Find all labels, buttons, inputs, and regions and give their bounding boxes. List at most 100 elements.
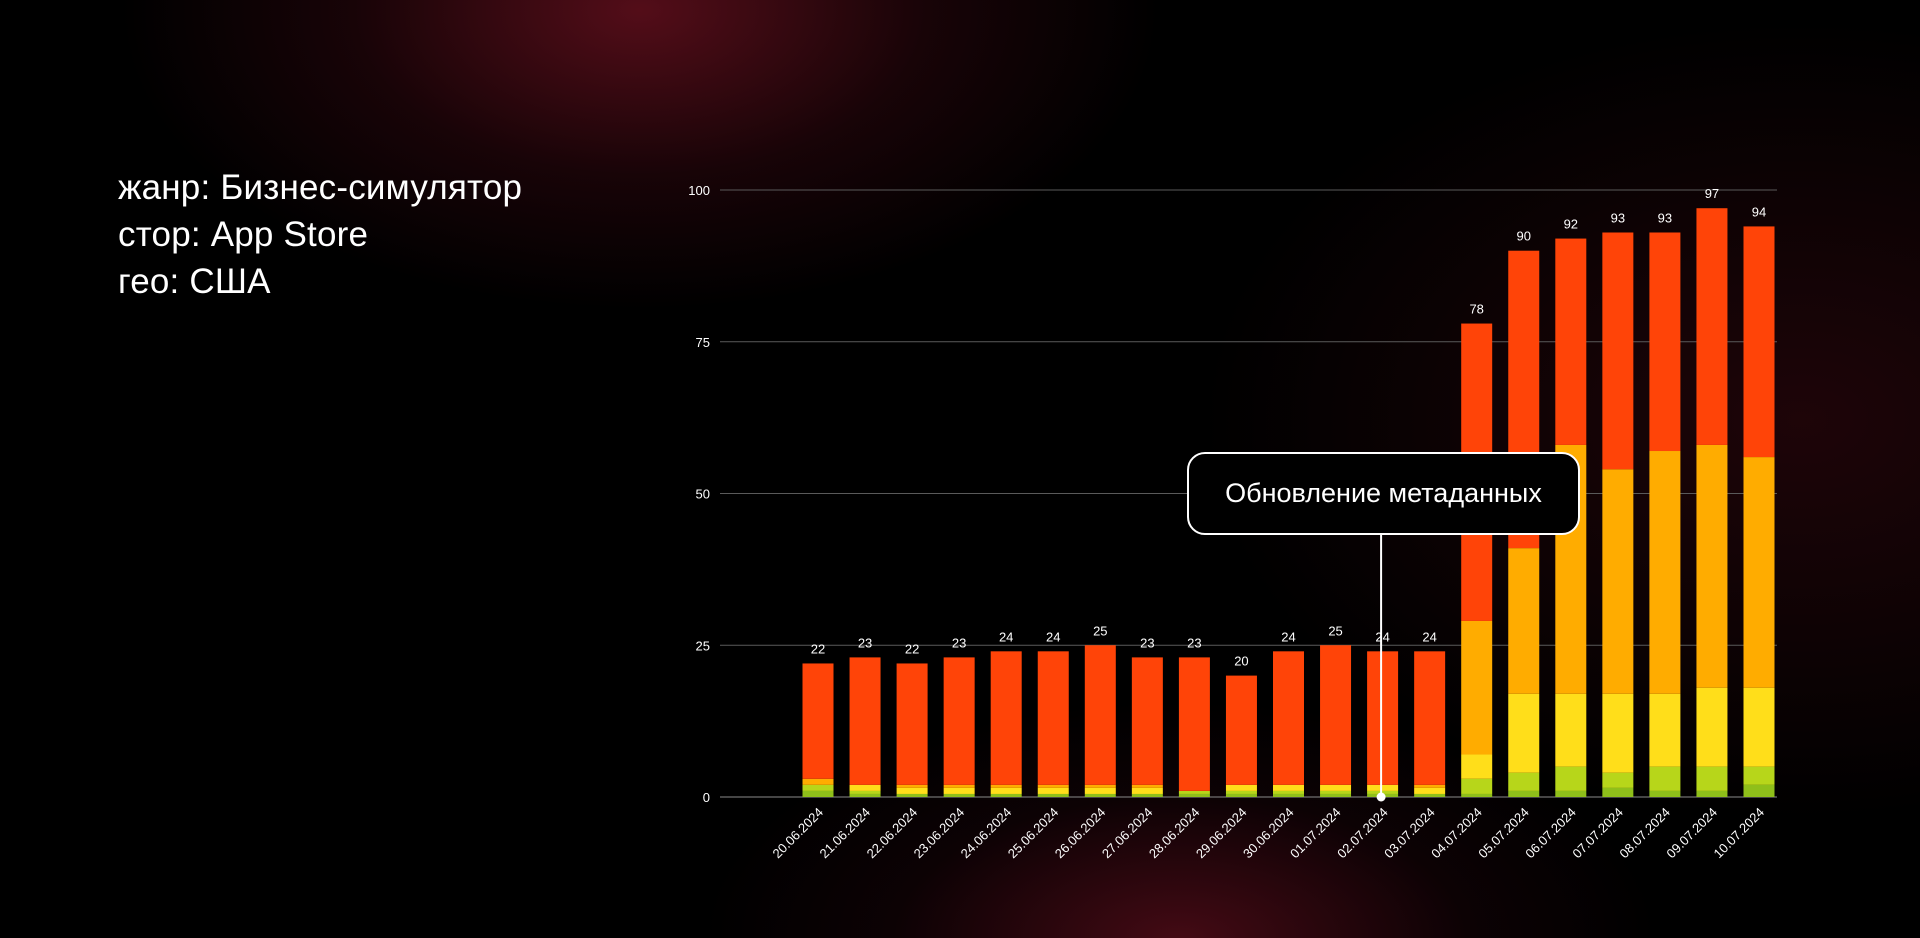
bar-segment [1273,790,1304,794]
bar-segment [1037,784,1069,788]
bar-segment [1084,787,1116,794]
bar-segment [1461,778,1493,794]
bar-segment [1273,651,1304,785]
filter-summary: жанр: Бизнес-симулятор стор: App Store г… [118,164,522,305]
bar-segment [1508,772,1540,791]
y-tick-label: 50 [696,487,710,502]
bar-segment [896,663,928,785]
bar-segment [849,657,881,785]
bar-segment [1508,548,1540,694]
bar-segment [1508,790,1540,797]
bar-segment [1320,784,1352,791]
bar-segment [1555,693,1587,767]
bar-total-label: 23 [1187,635,1201,650]
bar-segment [1696,790,1728,797]
bar-segment [1273,793,1304,797]
bar-segment [802,790,834,797]
bar-total-label: 24 [1046,629,1060,644]
x-tick-label: 10.07.2024 [1710,805,1767,862]
bar-segment [1743,226,1775,458]
bar-segment [1367,784,1399,791]
bar-segment [1037,651,1069,785]
bar-total-label: 22 [811,641,825,656]
bar-segment [849,790,881,794]
bar-segment [802,778,834,785]
bar-segment [1131,787,1163,794]
bar-segment [1178,657,1210,791]
bar-segment [1320,793,1352,797]
bar-total-label: 94 [1752,204,1766,219]
bar-segment [1178,790,1210,794]
bar-segment [1178,793,1210,797]
genre-label: жанр: Бизнес-симулятор [118,168,523,207]
bar-segment [1602,787,1634,797]
bar-segment [802,663,834,779]
bar-total-label: 24 [1375,629,1389,644]
bar-total-label: 23 [1140,635,1154,650]
bar-segment [1602,693,1634,773]
bar-segment [1508,693,1540,773]
bar-segment [1461,754,1493,779]
bar-segment [1743,784,1775,797]
bar-segment [1320,790,1352,794]
bar-segment [1649,693,1681,767]
bar-segment [896,784,928,788]
bar-total-label: 93 [1611,210,1625,225]
bar-segment [990,784,1022,788]
bar-segment [1649,451,1681,694]
bar-total-label: 23 [952,635,966,650]
bar-segment [896,787,928,794]
bar-total-label: 25 [1328,623,1342,638]
bar-segment [802,784,834,791]
annotation-marker [1376,792,1386,802]
bar-total-label: 24 [1281,629,1295,644]
y-tick-label: 75 [696,335,710,350]
bar-segment [1131,657,1163,785]
bar-segment [1225,784,1257,791]
bar-segment [1555,238,1587,445]
bar-segment [1696,208,1728,445]
bar-segment [1225,675,1257,785]
geo-label: гео: США [118,262,271,301]
annotation-callout: Обновление метаданных [1187,452,1580,535]
bar-segment [1555,790,1587,797]
bar-segment [990,793,1022,797]
bar-total-label: 23 [858,635,872,650]
bar-segment [1696,766,1728,791]
bar-total-label: 78 [1469,302,1483,317]
bar-segment [1602,772,1634,788]
bar-segment [1602,232,1634,470]
bar-segment [1414,651,1446,785]
bar-segment [943,784,975,788]
bar-segment [990,787,1022,794]
bar-segment [1696,444,1728,688]
bar-segment [1602,469,1634,694]
bar-segment [1649,790,1681,797]
bar-segment [1743,457,1775,688]
bar-segment [1649,232,1681,452]
y-tick-label: 0 [703,790,710,805]
store-label: стор: App Store [118,215,369,254]
y-tick-label: 25 [696,638,710,653]
bar-segment [1414,787,1446,794]
bar-segment [1131,793,1163,797]
bar-total-label: 25 [1093,623,1107,638]
bar-segment [1461,620,1493,755]
bar-segment [1367,651,1399,785]
bar-segment [1367,790,1399,794]
bar-segment [896,793,928,797]
bar-total-label: 24 [999,629,1013,644]
bar-segment [1037,787,1069,794]
bar-segment [1743,687,1775,767]
bar-total-label: 90 [1517,229,1531,244]
bar-total-label: 92 [1564,217,1578,232]
bar-total-label: 24 [1422,629,1436,644]
bar-segment [1414,784,1446,788]
bar-total-label: 20 [1234,654,1248,669]
bar-segment [1743,766,1775,785]
bar-total-label: 97 [1705,186,1719,201]
bar-segment [1461,793,1493,797]
bar-segment [1555,766,1587,791]
